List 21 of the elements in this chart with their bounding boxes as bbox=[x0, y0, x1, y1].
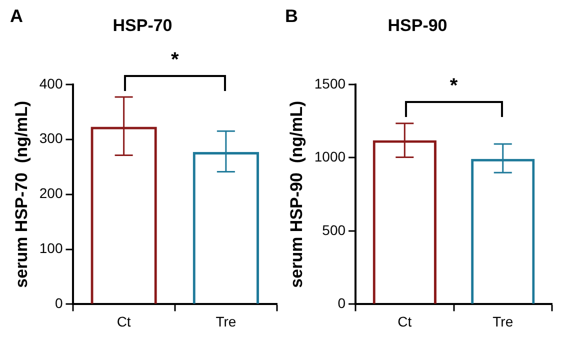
text: A bbox=[10, 6, 23, 27]
text: B bbox=[285, 6, 298, 27]
x-tick-label: Tre bbox=[216, 313, 236, 330]
annotation: * bbox=[448, 75, 459, 98]
y-tick-label: 0 bbox=[54, 295, 63, 312]
chart-title: HSP-90 bbox=[388, 16, 448, 35]
text: * bbox=[170, 49, 180, 72]
x-tick-label: Ct bbox=[116, 313, 131, 330]
chart-title: HSP-70 bbox=[112, 16, 172, 35]
y-tick-label: 200 bbox=[39, 185, 63, 202]
y-axis-title: serum HSP-70 (ng/mL) bbox=[12, 100, 31, 288]
y-tick-label: 0 bbox=[338, 295, 346, 312]
y-tick-label: 300 bbox=[39, 130, 63, 146]
y-tick-label: 100 bbox=[39, 240, 63, 256]
x-tick-label: Ct bbox=[398, 313, 412, 330]
y-tick-label: 500 bbox=[322, 222, 346, 238]
y-tick-label: 1500 bbox=[314, 75, 346, 92]
y-tick-label: 1000 bbox=[314, 148, 346, 165]
x-tick-label: Tre bbox=[492, 313, 514, 330]
y-axis-title: serum HSP-90 (ng/mL) bbox=[286, 100, 306, 288]
y-tick-label: 400 bbox=[39, 75, 63, 92]
